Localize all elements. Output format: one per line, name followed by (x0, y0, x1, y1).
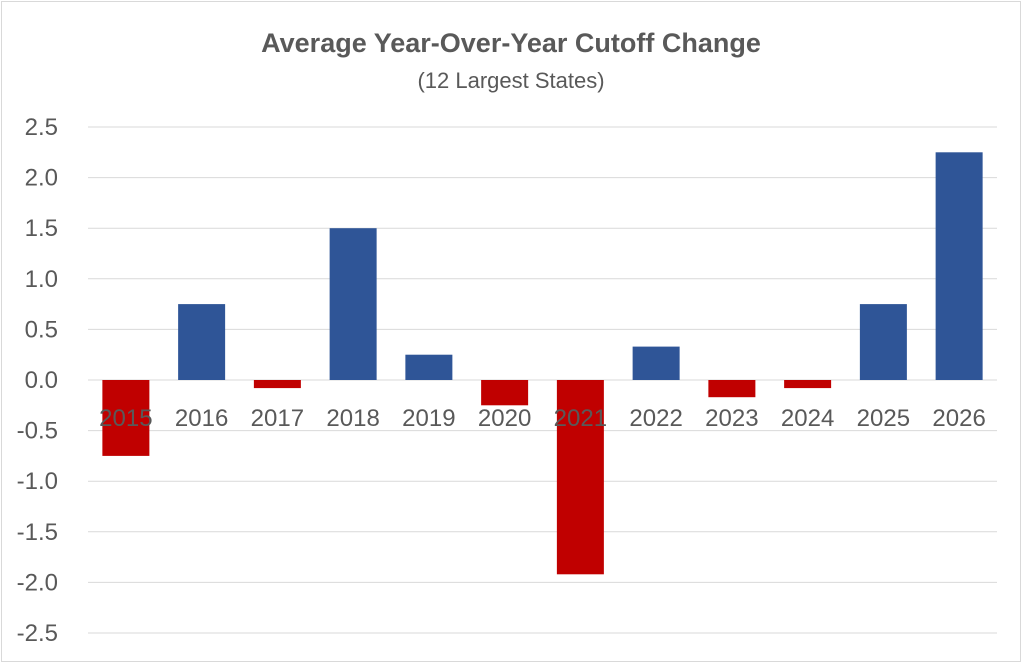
y-tick-label: 2.5 (25, 114, 58, 141)
y-tick-label: 0.0 (25, 367, 58, 394)
bar-2015 (102, 380, 150, 456)
x-axis-categories: 2015 2016 2017 2018 2019 2020 2021 2022 2023 2024… (99, 405, 986, 432)
bar-2026 (935, 152, 983, 380)
x-category-label: 2023 (705, 405, 758, 432)
y-tick-label: -2.0 (17, 569, 58, 596)
y-tick-label: -1.0 (17, 468, 58, 495)
y-tick-label: -1.5 (17, 519, 58, 546)
bar-2022 (632, 346, 680, 380)
y-tick-label: 1.5 (25, 215, 58, 242)
bar-2025 (859, 304, 907, 380)
y-tick-label: 1.0 (25, 266, 58, 293)
y-tick-label: -2.5 (17, 620, 58, 647)
bar-2017 (253, 380, 301, 389)
x-category-label: 2019 (402, 405, 455, 432)
y-tick-label: 2.0 (25, 165, 58, 192)
y-tick-label: 0.5 (25, 316, 58, 343)
x-category-label: 2024 (781, 405, 834, 432)
chart-subtitle: (12 Largest States) (417, 68, 604, 93)
x-category-label: 2020 (478, 405, 531, 432)
chart-title: Average Year-Over-Year Cutoff Change (261, 28, 761, 58)
gridlines (88, 126, 997, 634)
x-category-label: 2022 (629, 405, 682, 432)
bar-2024 (784, 380, 832, 389)
x-category-label: 2017 (251, 405, 304, 432)
bar-2016 (178, 304, 226, 380)
bar-2021 (556, 380, 604, 575)
bar-2020 (481, 380, 529, 406)
bar-2018 (329, 228, 377, 380)
x-category-label: 2015 (99, 405, 152, 432)
bars (102, 152, 983, 575)
x-category-label: 2021 (554, 405, 607, 432)
x-category-label: 2025 (857, 405, 910, 432)
y-tick-label: -0.5 (17, 418, 58, 445)
x-category-label: 2026 (932, 405, 985, 432)
x-category-label: 2016 (175, 405, 228, 432)
x-category-label: 2018 (326, 405, 379, 432)
bar-2019 (405, 354, 453, 380)
y-axis-ticks: 2.5 2.0 1.5 1.0 0.5 0.0 -0.5 -1.0 -1.5 -2.0 -2.5 (17, 114, 58, 647)
bar-2023 (708, 380, 756, 398)
